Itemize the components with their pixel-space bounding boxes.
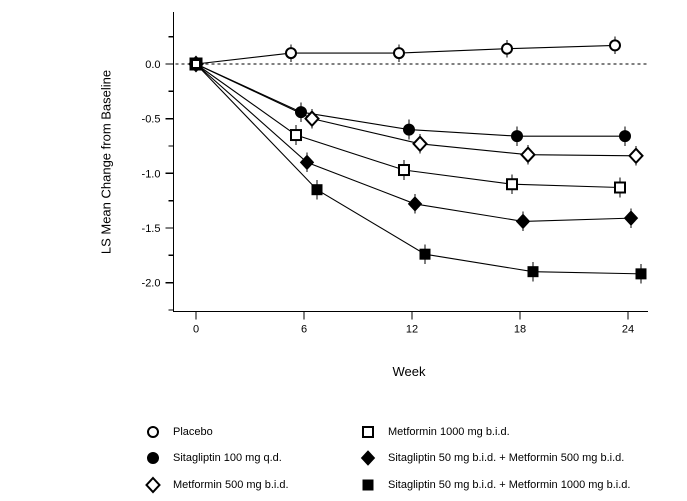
marker-circle-open-icon: [609, 39, 621, 52]
marker-circle-open-icon: [285, 47, 297, 60]
marker-diamond-open-icon: [412, 135, 428, 153]
legend-item: Metformin 500 mg b.i.d.: [144, 476, 289, 494]
marker-diamond-open-icon: [304, 110, 320, 128]
marker-square-open-icon: [362, 426, 374, 438]
marker-square-open-icon: [614, 181, 626, 194]
x-tick-label: 12: [406, 324, 418, 336]
marker-square-filled-icon: [635, 268, 647, 280]
marker-diamond-filled-icon: [623, 210, 639, 226]
marker-circle-filled-icon: [619, 130, 631, 143]
x-tick-label: 0: [193, 324, 199, 336]
marker-square-filled-icon: [311, 184, 323, 196]
x-tick-label: 6: [301, 324, 307, 336]
legend-label: Placebo: [173, 426, 213, 438]
marker-square-open-icon: [290, 129, 302, 142]
legend-marker-square-open-icon: [362, 426, 374, 438]
marker-square-filled-icon: [419, 248, 431, 260]
marker-square-open-icon: [398, 164, 410, 177]
legend-item: Sitagliptin 50 mg b.i.d. + Metformin 500…: [359, 449, 624, 467]
marker-circle-filled-icon: [511, 130, 523, 143]
y-tick-label: -2.0: [142, 278, 161, 290]
legend-marker-diamond-open-icon: [145, 476, 161, 494]
marker-square-filled-icon: [527, 266, 539, 278]
marker-circle-filled-icon: [403, 123, 415, 136]
marker-circle-open-icon: [393, 47, 405, 60]
marker-circle-filled-icon: [295, 106, 307, 119]
baseline-stacked-marker: [189, 57, 203, 71]
legend-label: Metformin 1000 mg b.i.d.: [388, 426, 510, 438]
legend-item: Sitagliptin 50 mg b.i.d. + Metformin 100…: [359, 476, 630, 494]
legend-marker-diamond-filled-icon: [360, 450, 376, 466]
marker-diamond-open-icon: [145, 476, 161, 494]
x-axis-label: Week: [392, 364, 426, 379]
legend-marker-circle-open-icon: [147, 426, 159, 438]
legend-label: Sitagliptin 50 mg b.i.d. + Metformin 500…: [388, 452, 625, 464]
marker-circle-open-icon: [147, 426, 159, 438]
legend-marker-square-filled-icon: [362, 479, 374, 491]
legend-label: Sitagliptin 50 mg b.i.d. + Metformin 100…: [388, 479, 631, 491]
marker-square-filled-icon: [362, 479, 374, 491]
legend-item: Sitagliptin 100 mg q.d.: [144, 449, 282, 467]
y-tick-label: -1.0: [142, 168, 161, 180]
marker-diamond-open-icon: [520, 146, 536, 164]
tick-labels: 0.0 -0.5 -1.0 -1.5 -2.0 0 6 12 18 24: [142, 59, 635, 336]
y-tick-label: 0.0: [145, 59, 160, 71]
marker-circle-filled-icon: [147, 452, 159, 464]
marker-diamond-filled-icon: [407, 196, 423, 212]
marker-diamond-open-icon: [628, 147, 644, 165]
legend-marker-circle-filled-icon: [147, 452, 159, 464]
legend-label: Sitagliptin 100 mg q.d.: [173, 452, 282, 464]
legend-item: Placebo: [144, 423, 213, 441]
marker-diamond-filled-icon: [299, 154, 315, 171]
chart-canvas: 0.0 -0.5 -1.0 -1.5 -2.0 0 6 12 18 24: [142, 12, 648, 336]
marker-circle-open-icon: [501, 42, 513, 55]
legend-label: Metformin 500 mg b.i.d.: [173, 479, 289, 491]
marker-square-open-icon: [506, 178, 518, 191]
legend-item: Metformin 1000 mg b.i.d.: [359, 423, 510, 441]
x-tick-label: 18: [514, 324, 526, 336]
y-tick-label: -0.5: [142, 114, 161, 126]
marker-diamond-filled-icon: [360, 450, 376, 466]
axes: [165, 12, 648, 320]
marker-diamond-filled-icon: [515, 213, 531, 230]
x-tick-label: 24: [622, 324, 634, 336]
y-tick-label: -1.5: [142, 223, 161, 235]
